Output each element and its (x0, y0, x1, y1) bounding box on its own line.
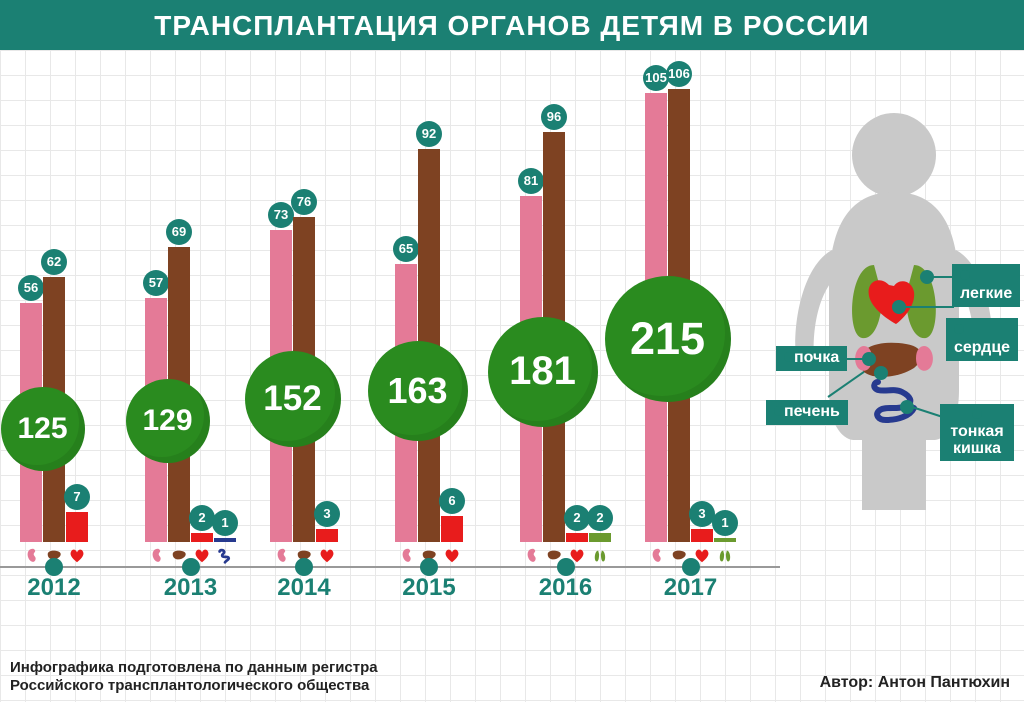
bar-value-label: 1 (712, 510, 738, 536)
total-bubble: 129 (126, 379, 210, 463)
bar-heart: 6 (441, 516, 463, 542)
page-title: ТРАНСПЛАНТАЦИЯ ОРГАНОВ ДЕТЯМ В РОССИИ (0, 0, 1024, 50)
kidney-dot (862, 352, 876, 366)
bar-intestine: 1 (214, 538, 236, 542)
body-diagram: легкие сердце почка печень тонкаякишка (774, 100, 1014, 520)
bar-lungs: 2 (589, 533, 611, 542)
bar-value-label: 69 (166, 219, 192, 245)
total-bubble: 152 (245, 351, 341, 447)
lungs-icon (589, 546, 611, 566)
kidney-icon (645, 546, 667, 566)
bar-value-label: 76 (291, 189, 317, 215)
year-group-2017: 105106312017215 (645, 50, 736, 590)
bar-value-label: 106 (666, 61, 692, 87)
lungs-label: легкие (952, 264, 1020, 307)
bar-value-label: 96 (541, 104, 567, 130)
kidney-icon (20, 546, 42, 566)
liver-dot (874, 366, 888, 380)
liver-label: печень (766, 400, 848, 425)
heart-line (904, 306, 954, 308)
bar-heart: 2 (191, 533, 213, 542)
bar-value-label: 65 (393, 236, 419, 262)
bar-value-label: 62 (41, 249, 67, 275)
lungs-dot (920, 270, 934, 284)
heart-icon (316, 546, 338, 566)
intestine-label: тонкаякишка (940, 404, 1014, 461)
heart-icon (66, 546, 88, 566)
year-group-2016: 8196222016181 (520, 50, 611, 590)
bar-value-label: 92 (416, 121, 442, 147)
kidney-icon (395, 546, 417, 566)
bar-value-label: 2 (189, 505, 215, 531)
bar-lungs: 1 (714, 538, 736, 542)
heart-icon (441, 546, 463, 566)
bar-heart: 7 (66, 512, 88, 542)
bar-value-label: 1 (212, 510, 238, 536)
year-label: 2017 (645, 574, 736, 602)
total-bubble: 215 (605, 276, 731, 402)
year-group-2013: 5769212013129 (145, 50, 236, 590)
heart-label: сердце (946, 318, 1018, 361)
bar-heart: 3 (691, 529, 713, 542)
bar-value-label: 6 (439, 488, 465, 514)
kidney-label: почка (776, 346, 847, 371)
kidney-icon (270, 546, 292, 566)
intestine-dot (900, 400, 914, 414)
total-bubble: 181 (488, 317, 598, 427)
year-label: 2015 (395, 574, 463, 602)
bar-heart: 3 (316, 529, 338, 542)
bar-chart: 5662720121255769212013129737632014152659… (10, 50, 770, 590)
year-group-2015: 659262015163 (395, 50, 485, 590)
year-label: 2012 (20, 574, 88, 602)
year-group-2014: 737632014152 (270, 50, 360, 590)
bar-value-label: 2 (587, 505, 613, 531)
year-label: 2013 (145, 574, 236, 602)
lungs-icon (714, 546, 736, 566)
bar-heart: 2 (566, 533, 588, 542)
bar-value-label: 7 (64, 484, 90, 510)
bar-value-label: 57 (143, 270, 169, 296)
kidney-icon (520, 546, 542, 566)
bar-value-label: 105 (643, 65, 669, 91)
footer-author: Автор: Антон Пантюхин (820, 674, 1010, 692)
bar-value-label: 81 (518, 168, 544, 194)
year-group-2012: 566272012125 (20, 50, 110, 590)
footer-source: Инфографика подготовлена по данным регис… (10, 659, 378, 697)
year-label: 2014 (270, 574, 338, 602)
bar-value-label: 73 (268, 202, 294, 228)
year-label: 2016 (520, 574, 611, 602)
total-bubble: 163 (368, 341, 468, 441)
total-bubble: 125 (1, 387, 85, 471)
bar-value-label: 3 (314, 501, 340, 527)
bar-value-label: 56 (18, 275, 44, 301)
heart-dot (892, 300, 906, 314)
intestine-icon (214, 546, 236, 566)
kidney-icon (145, 546, 167, 566)
